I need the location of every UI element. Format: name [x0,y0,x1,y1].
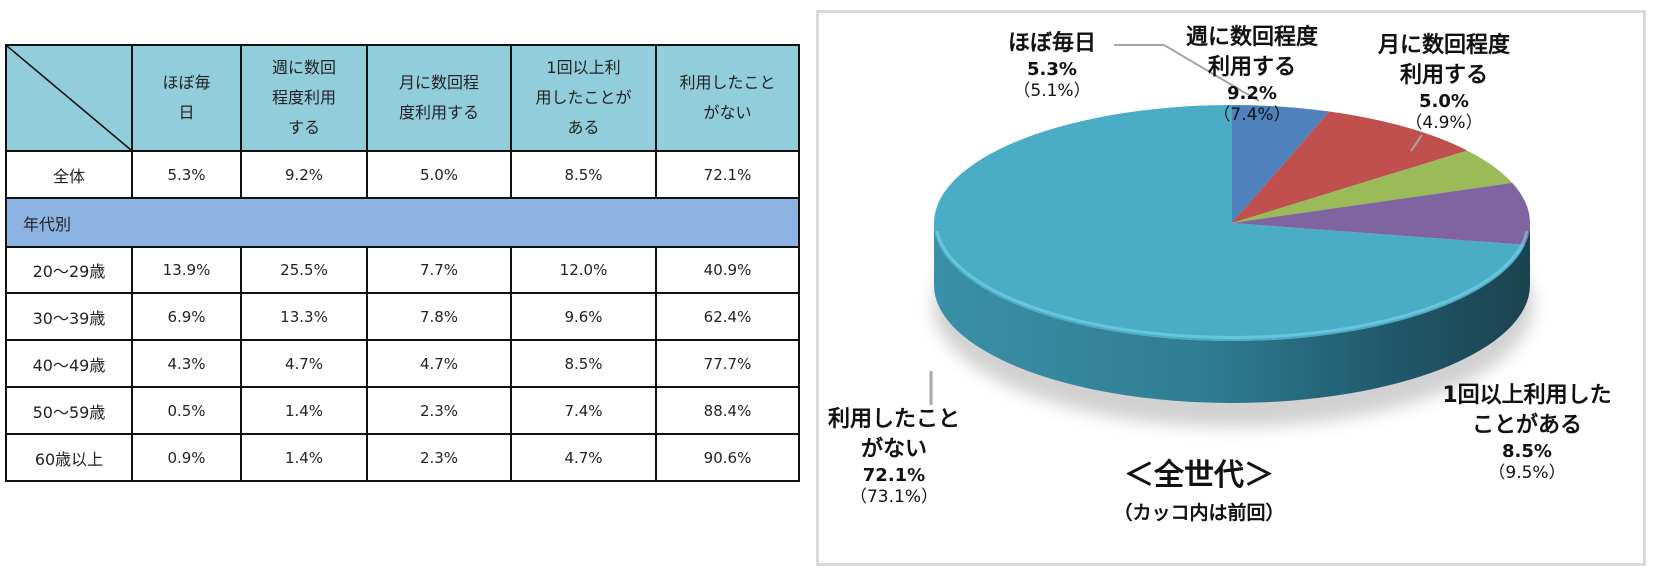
cell-value: 88.4% [655,386,800,435]
col-header-weekly: 週に数回 程度利用 する [240,44,368,152]
pie-slice [1232,111,1468,223]
table-row-total: 全体 5.3% 9.2% 5.0% 8.5% 72.1% [5,150,800,199]
col-header-monthly: 月に数回程 度利用する [366,44,512,152]
label-name: ほぼ毎日 [1007,31,1096,56]
cell-value: 72.1% [655,150,800,199]
label-previous: （73.1%） [849,487,938,507]
cell-value: 4.3% [131,339,242,388]
col-header-label: 1回以上利 用したことが ある [535,58,632,137]
cell-value: 62.4% [655,292,800,341]
label-name: 1回以上利用した [1442,383,1612,408]
label-percent: 5.3% [1027,59,1077,80]
col-header-label: 月に数回程 度利用する [398,73,479,122]
pie-side-wall [934,223,1530,403]
cell-value: 5.3% [131,150,242,199]
cell-value: 4.7% [366,339,512,388]
cell-value: 2.3% [366,386,512,435]
usage-frequency-table: ほぼ毎 日 週に数回 程度利用 する 月に数回程 度利用する 1回以上利 用した… [5,44,800,482]
table-header-row: ほぼ毎 日 週に数回 程度利用 する 月に数回程 度利用する 1回以上利 用した… [5,44,800,152]
label-percent: 72.1% [862,465,926,486]
pie-chart [929,44,1533,427]
label-name: 利用する [1207,55,1296,80]
label-percent: 5.0% [1419,91,1469,112]
cell-value: 7.4% [510,386,657,435]
cell-value: 2.3% [366,433,512,482]
cell-value: 77.7% [655,339,800,388]
pie-slice [933,105,1525,342]
label-previous: （5.1%） [1013,81,1091,101]
table-row: 20～29歳 13.9% 25.5% 7.7% 12.0% 40.9% [5,246,800,294]
label-monthly: 月に数回程度 利用する 5.0% （4.9%） [1359,31,1529,133]
table-row: 60歳以上 0.9% 1.4% 2.3% 4.7% 90.6% [5,433,800,482]
table-row: 30～39歳 6.9% 13.3% 7.8% 9.6% 62.4% [5,292,800,341]
row-label: 60歳以上 [5,433,133,482]
table-row: 40～49歳 4.3% 4.7% 4.7% 8.5% 77.7% [5,339,800,388]
col-header-daily: ほぼ毎 日 [131,44,242,152]
pie-chart-panel: ほぼ毎日 5.3% （5.1%） 週に数回程度 利用する 9.2% （7.4%）… [816,10,1646,566]
label-percent: 8.5% [1502,441,1552,462]
label-name: がない [860,437,927,462]
leader-line-monthly [1410,134,1423,152]
cell-value: 1.4% [240,386,368,435]
cell-value: 9.2% [240,150,368,199]
cell-value: 90.6% [655,433,800,482]
chart-subtitle: （カッコ内は前回） [1113,502,1285,524]
label-previous: （7.4%） [1213,105,1291,125]
cell-value: 1.4% [240,433,368,482]
table-section-row: 年代別 [5,197,800,248]
cell-value: 7.7% [366,246,512,294]
pie-slice [1232,182,1530,245]
row-label: 30～39歳 [5,292,133,341]
col-header-label: 利用したこと がない [679,73,776,122]
label-once: 1回以上利用した ことがある 8.5% （9.5%） [1427,381,1627,483]
label-name: 月に数回程度 [1377,33,1510,58]
label-weekly: 週に数回程度 利用する 9.2% （7.4%） [1167,23,1337,125]
chart-title: ＜全世代＞ [1124,458,1274,493]
pie-slice [1232,105,1330,223]
section-label: 年代別 [5,197,800,248]
row-label: 50～59歳 [5,386,133,435]
label-name: 利用したこと [827,407,960,432]
row-label: 全体 [5,150,133,199]
label-percent: 9.2% [1227,83,1277,104]
pie-slice [1232,150,1513,223]
corner-diagonal-cell [5,44,133,152]
cell-value: 40.9% [655,246,800,294]
cell-value: 9.6% [510,292,657,341]
label-daily: ほぼ毎日 5.3% （5.1%） [987,29,1117,101]
label-never: 利用したこと がない 72.1% （73.1%） [819,405,969,507]
pie-top-face [933,105,1530,342]
cell-value: 6.9% [131,292,242,341]
cell-value: 13.3% [240,292,368,341]
leader-line-daily [1114,44,1260,102]
cell-value: 8.5% [510,150,657,199]
cell-value: 8.5% [510,339,657,388]
row-label: 40～49歳 [5,339,133,388]
label-previous: （4.9%） [1405,113,1483,133]
cell-value: 4.7% [510,433,657,482]
pie-rim-highlight [935,230,1529,339]
label-name: 利用する [1399,63,1488,88]
col-header-never: 利用したこと がない [655,44,800,152]
table-row: 50～59歳 0.5% 1.4% 2.3% 7.4% 88.4% [5,386,800,435]
label-name: ことがある [1471,413,1582,438]
label-previous: （9.5%） [1488,463,1566,483]
col-header-label: ほぼ毎 日 [162,73,211,122]
diagonal-line-icon [7,46,131,150]
cell-value: 0.9% [131,433,242,482]
cell-value: 0.5% [131,386,242,435]
cell-value: 12.0% [510,246,657,294]
cell-value: 25.5% [240,246,368,294]
col-header-label: 週に数回 程度利用 する [271,58,336,137]
cell-value: 13.9% [131,246,242,294]
row-label: 20～29歳 [5,246,133,294]
label-name: 週に数回程度 [1185,25,1318,50]
cell-value: 5.0% [366,150,512,199]
cell-value: 7.8% [366,292,512,341]
cell-value: 4.7% [240,339,368,388]
col-header-once: 1回以上利 用したことが ある [510,44,657,152]
